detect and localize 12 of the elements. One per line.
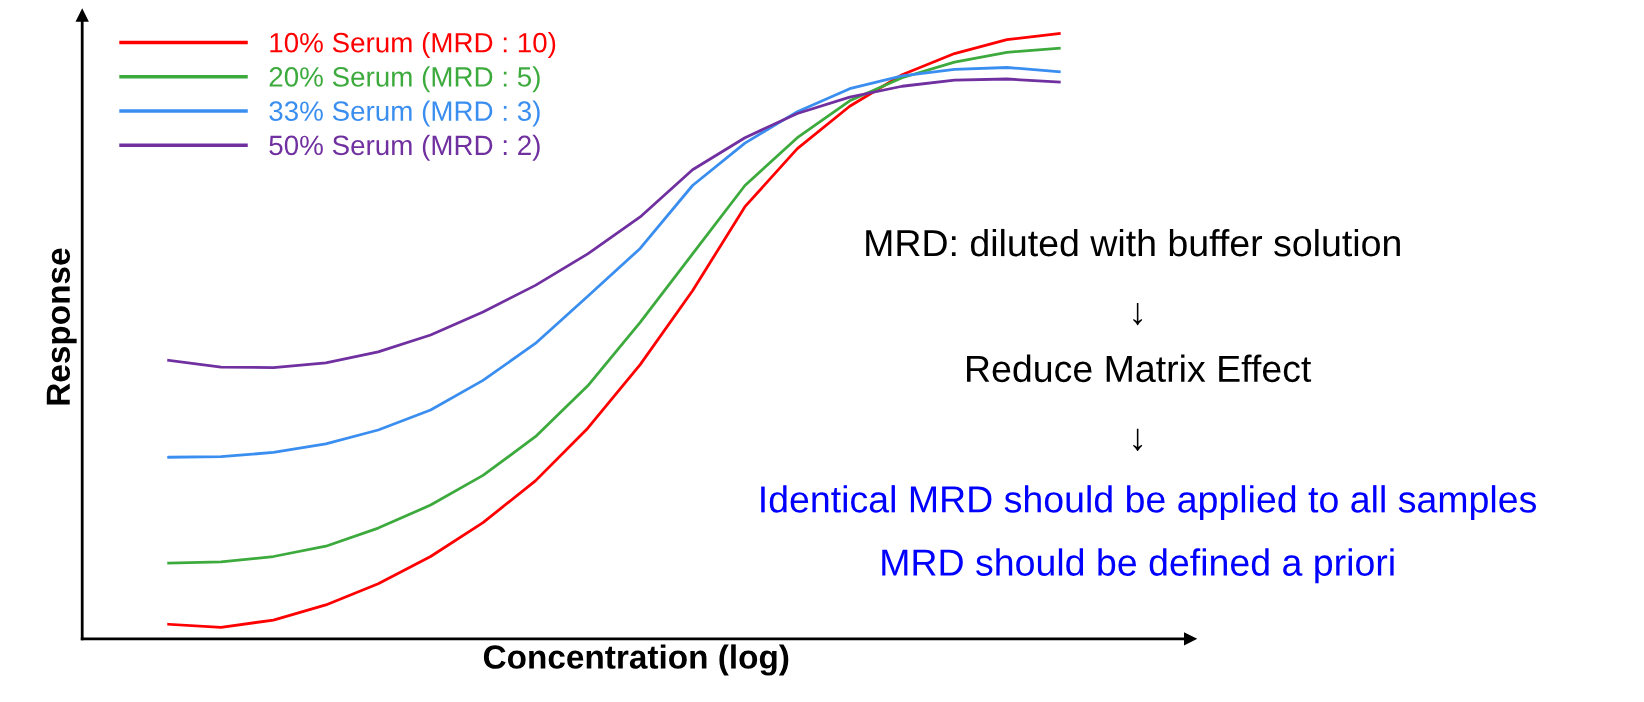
legend-label: 50% Serum (MRD : 2) bbox=[269, 134, 540, 161]
text: ↓ bbox=[1133, 303, 1143, 326]
text: ↓ bbox=[1133, 428, 1143, 451]
annotation: Reduce Matrix Effect bbox=[967, 354, 1312, 383]
annotation: Identical MRD should be applied to all samples bbox=[761, 485, 1536, 521]
annotation: MRD should be defined a priori bbox=[882, 548, 1394, 584]
x-axis-title: Concentration (log) bbox=[483, 644, 789, 676]
legend-label: 10% Serum (MRD : 10) bbox=[270, 32, 556, 58]
annotation: MRD: diluted with buffer solution bbox=[866, 228, 1400, 257]
y-axis-title: Response bbox=[46, 248, 77, 405]
legend-label: 20% Serum (MRD : 5) bbox=[269, 66, 540, 93]
legend-label: 33% Serum (MRD : 3) bbox=[269, 100, 540, 127]
